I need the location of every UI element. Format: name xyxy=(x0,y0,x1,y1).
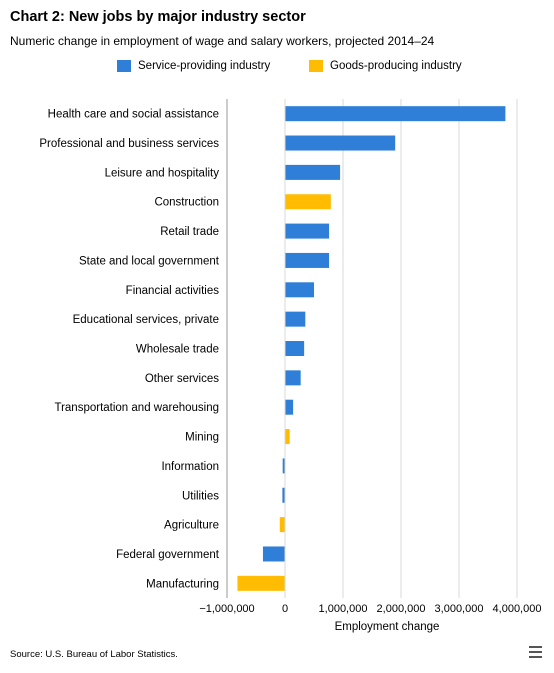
category-label: Professional and business services xyxy=(39,138,219,150)
category-label: Manufacturing xyxy=(146,578,219,590)
category-label: Information xyxy=(161,461,219,473)
bar xyxy=(285,341,305,356)
hamburger-menu-icon[interactable] xyxy=(529,646,542,659)
legend-label-goods: Goods-producing industry xyxy=(330,60,462,72)
legend: Service-providing industry Goods-produci… xyxy=(0,60,554,76)
x-tick-label: 4,000,000 xyxy=(493,603,542,615)
source-note: Source: U.S. Bureau of Labor Statistics. xyxy=(10,649,178,660)
bar xyxy=(279,517,285,533)
x-tick-label: 1,000,000 xyxy=(319,603,368,615)
bar xyxy=(282,458,285,474)
legend-swatch-service xyxy=(117,60,131,72)
category-label: Health care and social assistance xyxy=(48,109,219,121)
bar xyxy=(285,282,314,298)
bar xyxy=(285,223,330,239)
chart-subtitle: Numeric change in employment of wage and… xyxy=(10,34,435,48)
category-label: Retail trade xyxy=(160,226,219,238)
x-tick-label: 2,000,000 xyxy=(377,603,426,615)
category-label: Construction xyxy=(154,197,219,209)
bar xyxy=(282,487,285,503)
bar xyxy=(285,311,306,327)
legend-item-goods[interactable]: Goods-producing industry xyxy=(309,60,462,72)
category-label: Wholesale trade xyxy=(136,344,219,356)
chart-title: Chart 2: New jobs by major industry sect… xyxy=(10,9,306,25)
bar xyxy=(285,429,290,445)
bar xyxy=(262,546,285,562)
legend-item-service[interactable]: Service-providing industry xyxy=(117,60,270,72)
legend-label-service: Service-providing industry xyxy=(138,60,271,72)
x-tick-label: −1,000,000 xyxy=(199,603,254,615)
bar xyxy=(285,106,506,122)
category-label: Utilities xyxy=(182,490,219,502)
bar xyxy=(285,194,331,210)
bar xyxy=(285,135,396,151)
category-label: Educational services, private xyxy=(73,314,219,326)
category-label: Federal government xyxy=(116,549,220,561)
bar xyxy=(237,575,285,591)
x-tick-label: 0 xyxy=(282,603,288,615)
bar xyxy=(285,164,341,180)
x-tick-label: 3,000,000 xyxy=(435,603,484,615)
category-label: State and local government xyxy=(79,255,220,267)
bar xyxy=(285,252,330,268)
category-label: Financial activities xyxy=(126,285,220,297)
category-label: Agriculture xyxy=(164,520,219,532)
bar xyxy=(285,370,301,386)
category-label: Mining xyxy=(185,432,219,444)
category-label: Transportation and warehousing xyxy=(54,402,219,414)
category-label: Other services xyxy=(145,373,219,385)
legend-swatch-goods xyxy=(309,60,323,72)
category-label: Leisure and hospitality xyxy=(105,167,220,179)
bar xyxy=(285,399,294,415)
x-axis-title: Employment change xyxy=(335,621,440,633)
